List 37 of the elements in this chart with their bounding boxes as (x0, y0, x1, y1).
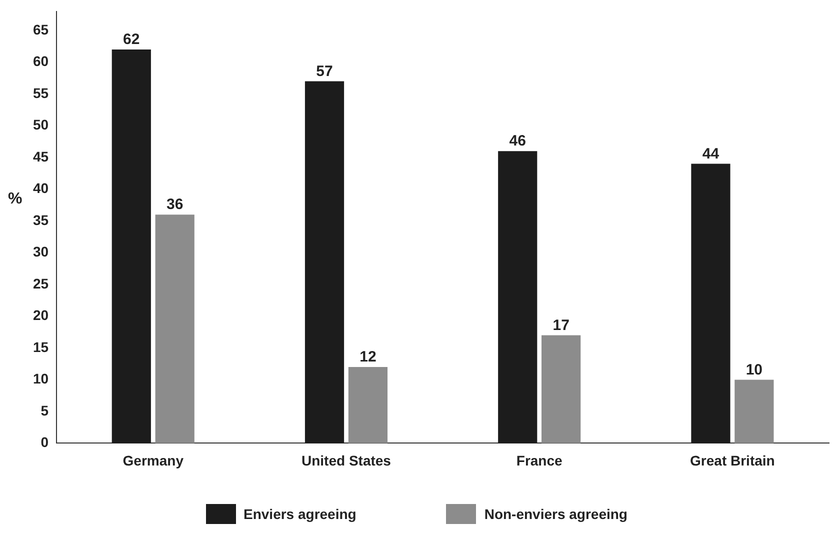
data-label: 57 (316, 62, 333, 80)
y-tick-label: 0 (40, 434, 49, 450)
y-tick-label: 5 (40, 402, 49, 418)
x-tick-label: Germany (122, 452, 184, 468)
y-tick-label: 60 (32, 53, 49, 70)
data-label: 44 (702, 145, 720, 162)
y-tick-label: 10 (32, 370, 49, 387)
y-tick-label: 15 (32, 338, 49, 355)
bar (734, 380, 774, 444)
y-tick-label: 55 (32, 84, 49, 101)
x-tick-label: Great Britain (690, 452, 775, 468)
y-axis-title: % (8, 190, 22, 208)
y-tick-label: 50 (32, 116, 49, 133)
y-tick-label: 25 (32, 275, 49, 292)
y-tick-label: 30 (32, 244, 49, 260)
bar (691, 164, 730, 444)
data-label: 62 (123, 31, 140, 48)
bar (304, 81, 344, 444)
bar (112, 50, 151, 444)
data-label: 36 (166, 196, 184, 214)
data-label: 17 (552, 316, 570, 334)
y-tick-label: 20 (32, 307, 49, 324)
data-label: 12 (360, 348, 376, 366)
y-tick-label: 40 (32, 180, 49, 196)
x-tick-label: France (516, 452, 563, 468)
data-label: 10 (746, 361, 763, 378)
y-tick-label: 45 (32, 148, 49, 164)
bar (155, 214, 194, 444)
y-tick-label: 35 (32, 212, 49, 228)
bar (542, 335, 581, 444)
legend-label: Enviers agreeing (244, 506, 356, 522)
data-label: 46 (509, 132, 526, 150)
legend-label: Non-enviers agreeing (484, 506, 628, 522)
bar (498, 151, 538, 444)
y-tick-label: 65 (32, 21, 49, 38)
x-tick-label: United States (302, 452, 392, 468)
bar (348, 367, 388, 444)
